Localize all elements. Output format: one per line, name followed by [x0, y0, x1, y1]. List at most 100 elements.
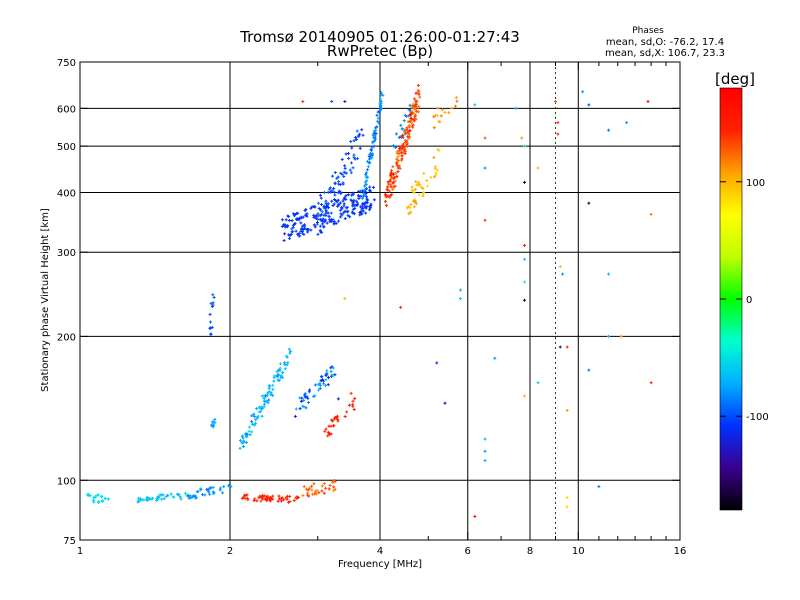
data-point: [332, 424, 336, 428]
data-point: [250, 430, 254, 434]
data-point: [312, 223, 316, 227]
data-point: [280, 224, 284, 228]
colorbar-tick-label: -100: [746, 412, 769, 423]
data-point: [344, 193, 348, 197]
data-point: [403, 151, 407, 155]
data-point: [211, 293, 215, 297]
data-point: [349, 198, 353, 202]
data-point: [244, 431, 248, 435]
data-point: [400, 127, 404, 131]
data-point: [352, 155, 356, 159]
data-point: [349, 171, 353, 175]
data-point: [271, 387, 275, 391]
data-point: [155, 496, 159, 500]
data-point: [325, 371, 329, 375]
y-tick-labels: 75 100 200 300 400 500 600 750: [57, 58, 76, 547]
data-point: [408, 103, 412, 107]
data-point: [343, 100, 347, 104]
data-point: [351, 200, 355, 204]
data-point: [212, 295, 216, 299]
data-point: [323, 429, 327, 433]
data-point: [279, 376, 283, 380]
data-point: [208, 492, 212, 496]
data-point: [393, 175, 397, 179]
data-point: [312, 482, 316, 486]
data-point: [368, 161, 372, 165]
data-point: [210, 325, 214, 329]
data-point: [411, 189, 415, 193]
data-point: [587, 368, 591, 372]
data-point: [352, 407, 356, 411]
data-point: [262, 494, 266, 498]
data-point: [379, 101, 383, 105]
data-point: [319, 196, 323, 200]
colorbar-tick-label: 0: [746, 295, 752, 306]
data-point: [332, 190, 336, 194]
data-point: [333, 373, 337, 377]
data-point: [305, 487, 309, 491]
x-axis-label: Frequency [MHz]: [338, 559, 422, 570]
data-point: [414, 202, 418, 206]
data-point: [565, 496, 569, 500]
data-point: [245, 496, 249, 500]
colorbar-gradient: [720, 88, 742, 510]
data-point: [166, 494, 170, 498]
data-point: [320, 210, 324, 214]
data-point: [523, 280, 527, 284]
data-point: [352, 139, 356, 143]
data-point: [280, 218, 284, 222]
data-point: [417, 193, 421, 197]
data-point: [391, 165, 395, 169]
data-point: [320, 375, 324, 379]
data-point: [358, 213, 362, 217]
data-point: [368, 189, 372, 193]
data-point: [373, 139, 377, 143]
data-point: [277, 497, 281, 501]
data-point: [473, 514, 477, 518]
data-point: [255, 499, 259, 503]
data-point: [396, 155, 400, 159]
data-point: [364, 195, 368, 199]
y-tick-label: 100: [57, 476, 76, 487]
data-point: [325, 205, 329, 209]
data-point: [289, 232, 293, 236]
data-point: [325, 369, 329, 373]
data-point: [319, 219, 323, 223]
data-point: [410, 185, 414, 189]
data-point: [433, 175, 437, 179]
data-point: [269, 391, 273, 395]
data-point: [345, 410, 349, 414]
data-point: [186, 494, 190, 498]
data-point: [314, 492, 318, 496]
data-point: [277, 494, 281, 498]
data-point: [394, 145, 398, 149]
data-point: [383, 199, 387, 203]
data-point: [404, 141, 408, 145]
data-point: [363, 205, 367, 209]
data-point: [483, 166, 487, 170]
data-point: [278, 366, 282, 370]
data-point: [409, 110, 413, 114]
data-point: [318, 193, 322, 197]
data-point: [227, 483, 231, 487]
data-point: [370, 156, 374, 160]
data-point: [330, 199, 334, 203]
data-point: [283, 223, 287, 227]
data-point: [259, 499, 263, 503]
data-point: [395, 163, 399, 167]
data-point: [275, 370, 279, 374]
data-point: [162, 497, 166, 501]
data-point: [483, 437, 487, 441]
data-point: [288, 351, 292, 355]
data-point: [354, 136, 358, 140]
x-tick-label: 1: [77, 546, 83, 557]
data-point: [364, 211, 368, 215]
data-point: [343, 414, 347, 418]
data-point: [187, 496, 191, 500]
data-point: [288, 494, 292, 498]
data-point: [300, 231, 304, 235]
data-point: [383, 193, 387, 197]
data-point: [337, 203, 341, 207]
data-point: [360, 212, 364, 216]
data-point: [100, 499, 104, 503]
